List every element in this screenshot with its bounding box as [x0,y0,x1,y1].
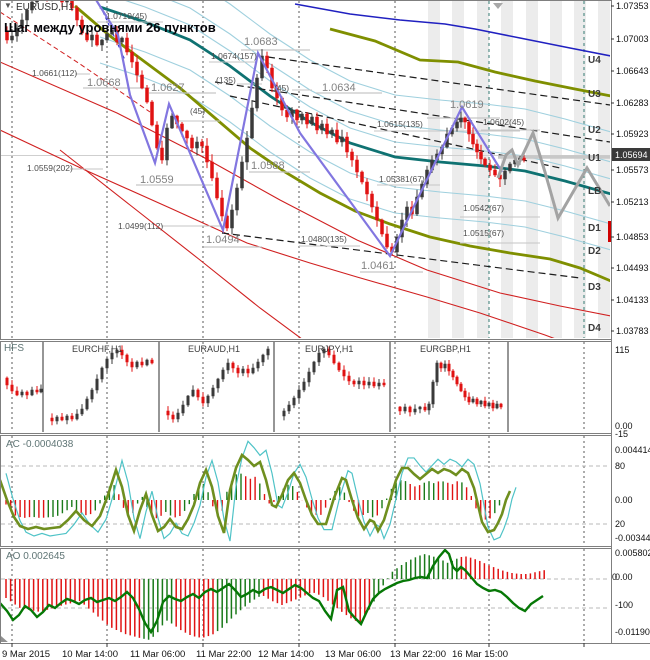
axis-alert-mark [608,221,611,242]
symbol-title[interactable]: EURUSD,H1 [16,2,74,13]
ao-indicator-label: AO 0.002645 [6,551,65,562]
hfs-section-eurjpy: EURJPY,H1 [305,344,354,354]
svg-text:LB: LB [588,186,601,197]
svg-text:1.03783: 1.03783 [616,326,649,336]
svg-text:0.005802: 0.005802 [615,548,650,558]
svg-text:1.05694: 1.05694 [615,150,648,160]
symbol-dropdown-icon[interactable]: ▼ [4,1,12,10]
svg-text:1.0559: 1.0559 [140,174,174,186]
hfs-section-euraud: EURAUD,H1 [188,344,241,354]
svg-text:1.0559(202): 1.0559(202) [27,163,73,173]
svg-text:1.0661(112): 1.0661(112) [32,68,77,78]
svg-text:1.0461: 1.0461 [361,260,395,272]
main-price-labels: 1.0668 1.0627 1.0683 1.0634 1.0619 1.0559 1.05… [27,11,524,272]
svg-text:13 Mar 06:00: 13 Mar 06:00 [325,649,381,660]
svg-text:1.0480(135): 1.0480(135) [301,234,347,244]
svg-text:1.0668: 1.0668 [87,77,121,89]
svg-text:20: 20 [615,519,625,529]
svg-text:1.0619: 1.0619 [450,99,484,111]
ao-panel [1,549,610,642]
svg-text:1.0499(112): 1.0499(112) [118,221,163,231]
svg-text:11 Mar 06:00: 11 Mar 06:00 [130,649,185,660]
hfs-section-eurgbp: EURGBP,H1 [420,344,471,354]
svg-text:1.0515(67): 1.0515(67) [463,228,504,238]
svg-text:D3: D3 [588,282,601,293]
time-axis-strip[interactable] [0,643,650,660]
svg-text:1.0683: 1.0683 [244,36,278,48]
svg-text:1.04493: 1.04493 [616,263,649,273]
price-axis: 1.07353 1.07003 1.06643 1.06283 1.05923 1.055… [608,0,650,643]
svg-text:U4: U4 [588,55,601,66]
svg-text:13 Mar 22:00: 13 Mar 22:00 [390,649,446,660]
svg-text:0.00: 0.00 [615,572,633,582]
svg-text:1.04133: 1.04133 [616,295,649,305]
svg-text:-100: -100 [615,600,633,610]
svg-text:(45): (45) [190,106,205,116]
svg-text:1.06643: 1.06643 [616,66,649,76]
svg-text:-0.011905: -0.011905 [615,627,650,637]
svg-text:0: 0 [612,572,617,582]
svg-text:10 Mar 14:00: 10 Mar 14:00 [62,649,118,660]
svg-text:1.0615(135): 1.0615(135) [377,119,423,129]
svg-text:1.0602(45): 1.0602(45) [483,117,524,127]
svg-text:16 Mar 15:00: 16 Mar 15:00 [452,649,508,660]
current-price-badge [612,148,650,161]
main-zigzags [95,1,610,259]
time-axis: 9 Mar 2015 10 Mar 14:00 11 Mar 06:00 11 Mar… [0,643,650,660]
chart-panel[interactable] [0,548,612,644]
ac-panel [1,436,610,545]
svg-text:12 Mar 14:00: 12 Mar 14:00 [258,649,314,660]
svg-text:D2: D2 [588,246,601,257]
chart-comment: Шаг между уровнями 26 пунктов [4,20,216,35]
main-chart [1,1,610,338]
svg-text:D1: D1 [588,223,601,234]
svg-text:U1: U1 [588,153,601,164]
svg-text:D4: D4 [588,323,601,334]
svg-text:0.00: 0.00 [615,495,633,505]
svg-text:0.004414: 0.004414 [615,445,650,455]
hfs-section-eurchf: EURCHF,H1 [72,344,123,354]
svg-text:1.05381(67): 1.05381(67) [379,174,425,184]
svg-text:1.05213: 1.05213 [616,197,649,207]
ac-indicator-label: AC -0.0004038 [6,439,74,450]
chart-marker-icon[interactable] [493,3,503,9]
svg-text:1.04853: 1.04853 [616,232,649,242]
svg-text:1.06283: 1.06283 [616,98,649,108]
level-letters: U4 U3 U2 U1 LB D1 D2 D3 D4 [588,55,601,334]
svg-text:1.0542(67): 1.0542(67) [463,203,504,213]
svg-text:1.07003: 1.07003 [616,34,649,44]
svg-text:1.0627: 1.0627 [151,82,185,94]
svg-text:115: 115 [615,345,629,355]
svg-text:U3: U3 [588,89,601,100]
svg-text:1.0634: 1.0634 [322,82,356,94]
hfs-indicator-label: HFS [4,343,24,354]
svg-text:80: 80 [615,461,625,471]
svg-text:1.05573: 1.05573 [616,165,649,175]
svg-text:U2: U2 [588,125,601,136]
svg-text:-15: -15 [615,429,628,439]
svg-text:1.0588: 1.0588 [251,160,285,172]
svg-text:9 Mar 2015: 9 Mar 2015 [2,649,50,660]
hfs-panel [5,342,585,432]
chart-panel[interactable] [0,341,612,434]
svg-text:1.0494: 1.0494 [206,234,240,246]
chart-panel[interactable] [0,435,612,547]
svg-text:(45): (45) [274,83,289,93]
svg-text:1.0674(157): 1.0674(157) [211,51,257,61]
svg-text:(135): (135) [216,75,236,85]
svg-text:1.05923: 1.05923 [616,129,649,139]
svg-text:1.07353: 1.07353 [616,1,649,11]
svg-text:-0.003446: -0.003446 [615,533,650,543]
svg-text:0.00: 0.00 [615,421,633,431]
svg-text:11 Mar 22:00: 11 Mar 22:00 [196,649,251,660]
svg-text:1.0719(45): 1.0719(45) [106,11,147,21]
